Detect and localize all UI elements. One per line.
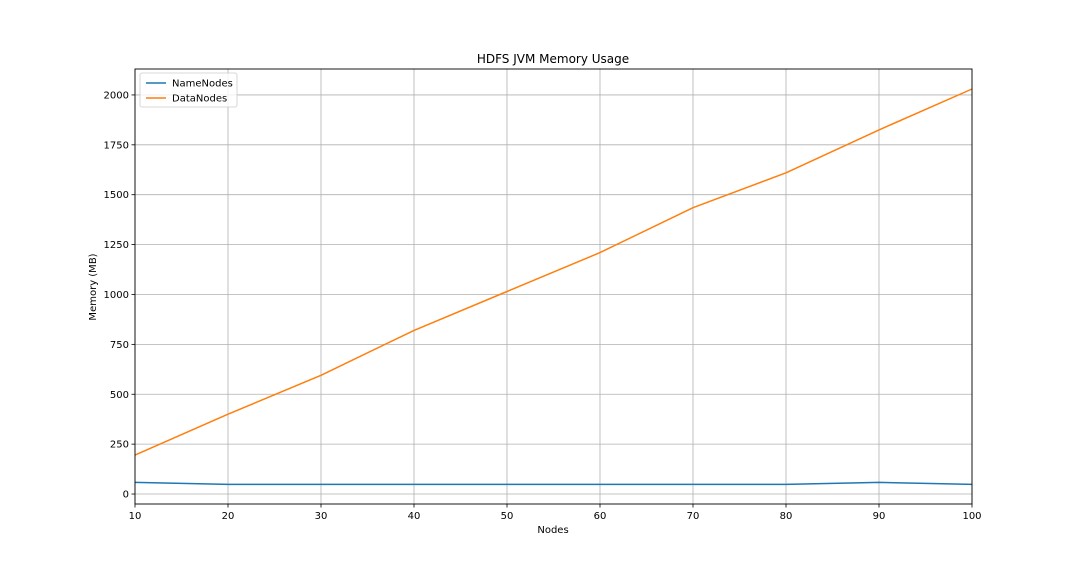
x-tick-label: 100 xyxy=(962,511,981,522)
y-tick-label: 1500 xyxy=(104,190,129,201)
x-tick-label: 80 xyxy=(780,511,793,522)
chart-title: HDFS JVM Memory Usage xyxy=(477,52,629,66)
x-tick-label: 50 xyxy=(501,511,514,522)
x-tick-label: 30 xyxy=(315,511,328,522)
axis-ticks: 10 20 30 40 50 60 70 80 90 1000250500750100012501… xyxy=(104,90,982,522)
x-tick-label: 60 xyxy=(594,511,607,522)
legend-label: DataNodes xyxy=(172,94,227,105)
y-tick-label: 750 xyxy=(110,340,129,351)
series-line-datanodes xyxy=(134,88,973,456)
legend-label: NameNodes xyxy=(172,79,233,90)
y-tick-label: 0 xyxy=(123,490,129,501)
x-tick-label: 10 xyxy=(129,511,142,522)
y-tick-label: 1750 xyxy=(104,140,129,151)
x-tick-label: 20 xyxy=(222,511,235,522)
x-tick-label: 90 xyxy=(873,511,886,522)
y-tick-label: 250 xyxy=(110,440,129,451)
y-axis-label: Memory (MB) xyxy=(88,253,99,320)
y-tick-label: 1000 xyxy=(104,290,129,301)
y-tick-label: 2000 xyxy=(104,90,129,101)
x-tick-label: 40 xyxy=(408,511,421,522)
y-tick-label: 1250 xyxy=(104,240,129,251)
x-axis-label: Nodes xyxy=(537,525,568,536)
legend: NameNodes DataNodes xyxy=(139,72,238,108)
series-line-namenodes xyxy=(134,481,973,486)
y-tick-label: 500 xyxy=(110,390,129,401)
plot-frame xyxy=(134,68,973,505)
x-tick-label: 70 xyxy=(687,511,700,522)
